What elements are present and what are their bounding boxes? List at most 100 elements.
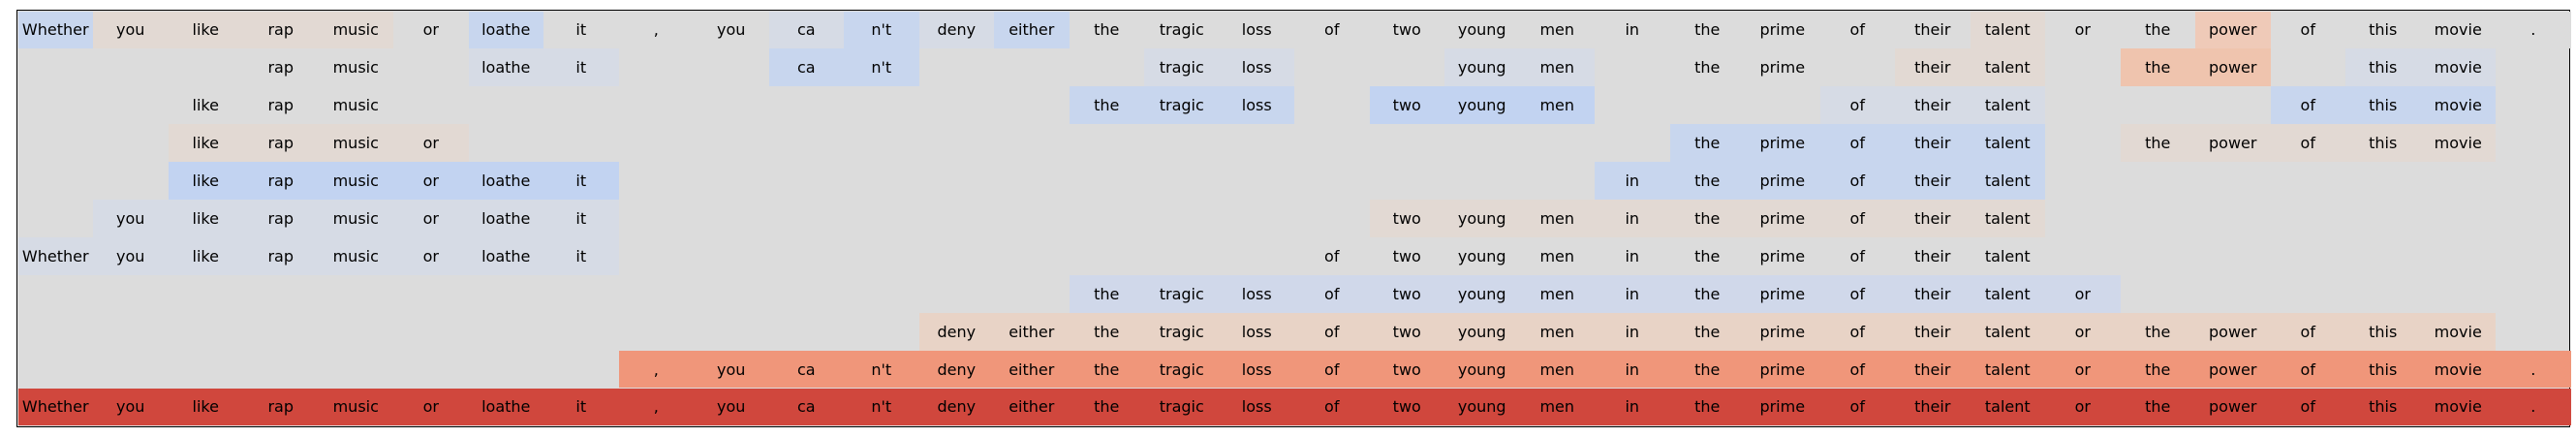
- token-cell: loathe: [468, 200, 543, 237]
- token-cell: music: [318, 11, 393, 49]
- token-cell: the: [1669, 124, 1745, 163]
- token-cell: young: [1444, 86, 1520, 125]
- token-cell: young: [1444, 48, 1520, 87]
- token-cell: prime: [1745, 350, 1820, 389]
- token-cell: it: [543, 162, 619, 200]
- token-cell: men: [1519, 274, 1595, 313]
- token-cell: or: [2045, 388, 2121, 426]
- token-cell: power: [2195, 388, 2271, 426]
- token-cell: rap: [243, 388, 319, 426]
- heatmap-frame: Whether you like rap music or loathe it, you ca n'…: [16, 10, 2571, 427]
- token-cell: of: [1819, 11, 1895, 49]
- token-cell: men: [1519, 48, 1595, 87]
- token-cell: of: [1294, 236, 1370, 275]
- token-cell: talent: [1970, 388, 2045, 426]
- token-cell: two: [1369, 274, 1444, 313]
- token-cell: tragic: [1144, 350, 1220, 389]
- token-cell: in: [1595, 274, 1670, 313]
- token-cell: prime: [1745, 388, 1820, 426]
- token-cell: talent: [1970, 162, 2045, 200]
- token-cell: this: [2345, 388, 2421, 426]
- token-cell: their: [1895, 274, 1971, 313]
- token-cell: the: [1669, 236, 1745, 275]
- token-cell: two: [1369, 200, 1444, 237]
- token-cell: music: [318, 200, 393, 237]
- token-cell: or: [393, 124, 469, 163]
- token-cell: their: [1895, 200, 1971, 237]
- token-cell: loathe: [468, 48, 543, 87]
- token-cell: of: [1819, 236, 1895, 275]
- token-cell: like: [168, 200, 243, 237]
- token-cell: men: [1519, 86, 1595, 125]
- token-cell: the: [1669, 388, 1745, 426]
- token-cell: talent: [1970, 350, 2045, 389]
- token-cell: it: [543, 388, 619, 426]
- token-cell: the: [2120, 48, 2195, 87]
- token-cell: of: [1819, 388, 1895, 426]
- token-cell: the: [2120, 124, 2195, 163]
- token-cell: this: [2345, 48, 2421, 87]
- token-cell: in: [1595, 236, 1670, 275]
- token-cell: this: [2345, 312, 2421, 351]
- token-cell: .: [2496, 11, 2571, 49]
- token-cell: the: [1669, 274, 1745, 313]
- token-cell: the: [2120, 388, 2195, 426]
- token-cell: either: [994, 11, 1070, 49]
- token-cell: in: [1595, 162, 1670, 200]
- token-cell: of: [2270, 86, 2345, 125]
- token-cell: power: [2195, 350, 2271, 389]
- token-cell: music: [318, 48, 393, 87]
- token-cell: the: [1669, 11, 1745, 49]
- token-cell: ca: [768, 48, 844, 87]
- token-cell: prime: [1745, 124, 1820, 163]
- token-cell: prime: [1745, 11, 1820, 49]
- token-cell: talent: [1970, 312, 2045, 351]
- token-cell: their: [1895, 86, 1971, 125]
- token-cell: loss: [1219, 312, 1294, 351]
- token-cell: of: [2270, 388, 2345, 426]
- token-cell: in: [1595, 312, 1670, 351]
- token-cell: men: [1519, 350, 1595, 389]
- token-cell: two: [1369, 236, 1444, 275]
- token-cell: .: [2496, 350, 2571, 389]
- token-cell: loss: [1219, 48, 1294, 87]
- token-cell: movie: [2420, 11, 2496, 49]
- token-cell: talent: [1970, 48, 2045, 87]
- token-cell: young: [1444, 350, 1520, 389]
- token-cell: you: [694, 350, 769, 389]
- token-cell: you: [694, 388, 769, 426]
- token-cell: talent: [1970, 274, 2045, 313]
- token-cell: power: [2195, 312, 2271, 351]
- token-cell: men: [1519, 200, 1595, 237]
- token-cell: deny: [918, 11, 994, 49]
- token-cell: of: [1294, 350, 1370, 389]
- token-cell: men: [1519, 11, 1595, 49]
- token-cell: you: [93, 200, 169, 237]
- token-cell: like: [168, 162, 243, 200]
- token-cell: either: [994, 350, 1070, 389]
- token-cell: ca: [768, 388, 844, 426]
- token-cell: tragic: [1144, 388, 1220, 426]
- token-cell: of: [1294, 312, 1370, 351]
- token-cell: power: [2195, 48, 2271, 87]
- token-cell: music: [318, 86, 393, 125]
- token-cell: Whether: [17, 388, 93, 426]
- token-cell: movie: [2420, 388, 2496, 426]
- token-cell: loathe: [468, 162, 543, 200]
- token-cell: their: [1895, 312, 1971, 351]
- token-cell: tragic: [1144, 48, 1220, 87]
- token-cell: you: [694, 11, 769, 49]
- token-cell: loss: [1219, 274, 1294, 313]
- token-cell: rap: [243, 86, 319, 125]
- token-cell: the: [1069, 350, 1144, 389]
- token-cell: or: [393, 162, 469, 200]
- token-cell: two: [1369, 86, 1444, 125]
- token-cell: loathe: [468, 236, 543, 275]
- token-cell: the: [1669, 48, 1745, 87]
- token-cell: it: [543, 48, 619, 87]
- token-cell: or: [2045, 350, 2121, 389]
- token-cell: the: [2120, 11, 2195, 49]
- token-cell: of: [1294, 388, 1370, 426]
- token-cell: young: [1444, 274, 1520, 313]
- token-cell: talent: [1970, 200, 2045, 237]
